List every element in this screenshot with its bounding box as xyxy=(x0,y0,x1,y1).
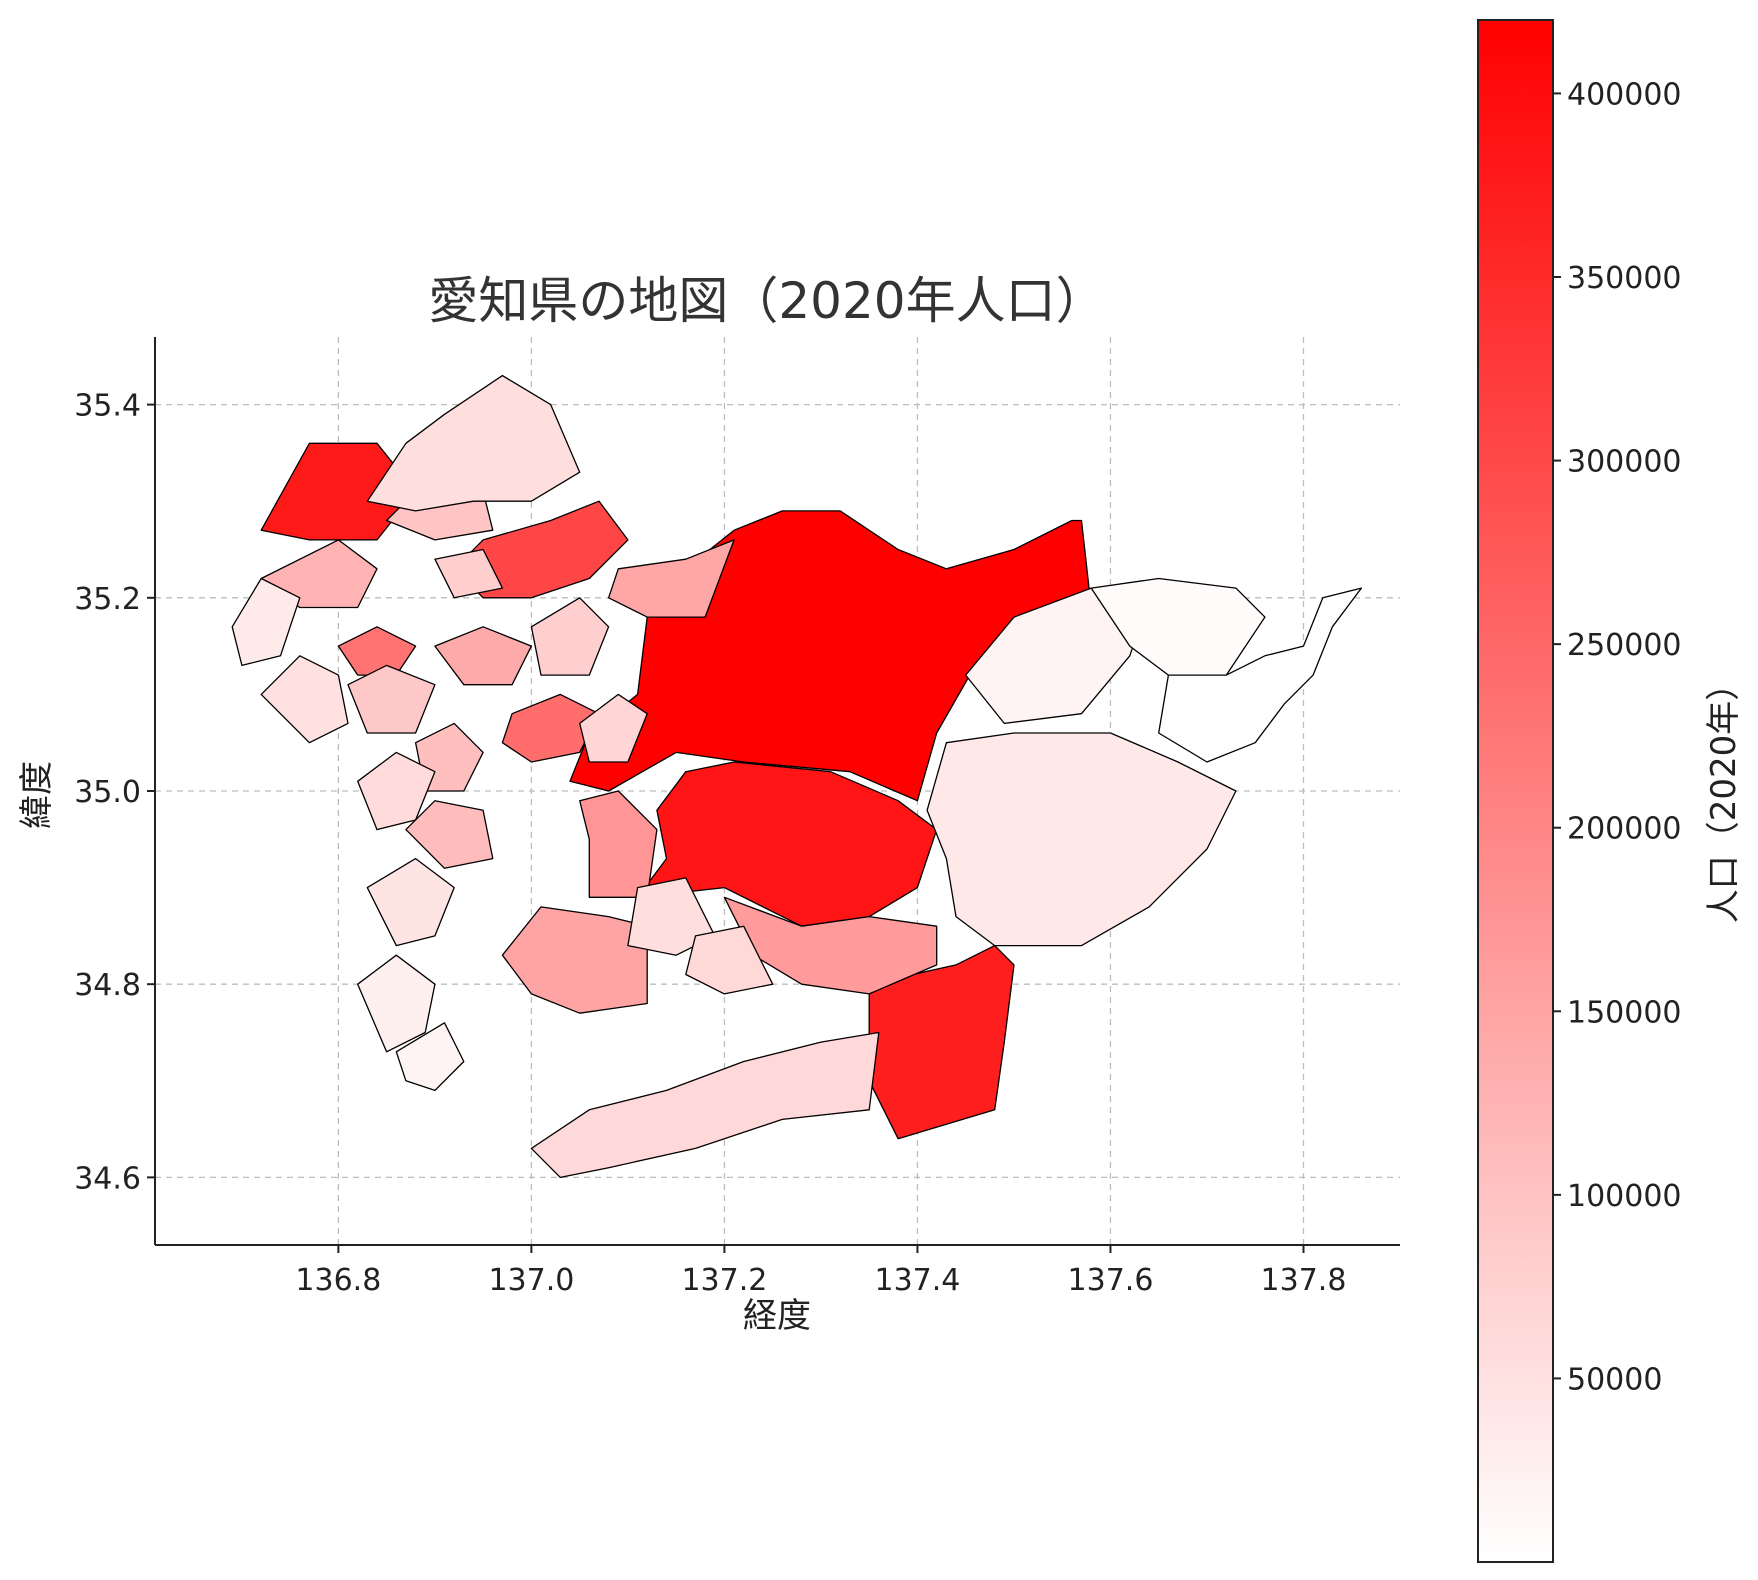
x-tick-label: 137.0 xyxy=(488,1263,574,1298)
y-tick-label: 34.6 xyxy=(74,1161,141,1196)
map-region xyxy=(1090,577,1266,676)
y-ticks: 34.6 34.8 35.0 35.2 35.4 xyxy=(74,389,155,1196)
map-region xyxy=(434,548,504,599)
y-tick-label: 35.4 xyxy=(74,389,141,424)
map-region xyxy=(685,925,774,995)
map-regions xyxy=(231,374,1363,1179)
y-tick-label: 34.8 xyxy=(74,968,141,1003)
map-region xyxy=(1158,587,1363,763)
map-region xyxy=(501,906,648,1014)
map-region xyxy=(347,664,436,734)
map-region xyxy=(530,1031,880,1179)
map-region xyxy=(501,693,600,763)
x-tick-label: 137.2 xyxy=(681,1263,767,1298)
colorbar-tick-label: 100000 xyxy=(1567,1179,1682,1214)
x-tick-label: 137.4 xyxy=(874,1263,960,1298)
map-region xyxy=(453,500,629,599)
map-region xyxy=(260,655,349,744)
map-region xyxy=(337,626,417,676)
map-region xyxy=(366,374,581,512)
map-region xyxy=(357,954,436,1053)
map-region xyxy=(723,896,938,995)
map-region xyxy=(405,800,494,869)
map-region xyxy=(530,597,610,676)
y-tick-label: 35.2 xyxy=(74,582,141,617)
colorbar-tick-label: 200000 xyxy=(1567,812,1682,847)
map-region xyxy=(366,857,455,947)
map-region xyxy=(395,1022,465,1092)
chart-title: 愛知県の地図（2020年人口） xyxy=(428,272,1105,330)
colorbar-tick-label: 300000 xyxy=(1567,445,1682,480)
map-region xyxy=(926,732,1237,947)
colorbar-tick-label: 400000 xyxy=(1567,77,1682,112)
x-axis-label: 経度 xyxy=(743,1296,811,1336)
colorbar-tick-label: 250000 xyxy=(1567,628,1682,663)
x-tick-label: 137.6 xyxy=(1068,1263,1154,1298)
colorbar-tick-label: 50000 xyxy=(1567,1362,1662,1397)
map-region xyxy=(579,693,648,763)
map-region xyxy=(434,626,533,686)
colorbar-tick-label: 150000 xyxy=(1567,995,1682,1030)
y-axis-label: 緯度 xyxy=(17,761,57,829)
x-tick-label: 136.8 xyxy=(295,1263,381,1298)
colorbar-label: 人口（2020年） xyxy=(1704,667,1744,924)
x-ticks: 136.8 137.0 137.2 137.4 137.6 137.8 xyxy=(295,1245,1346,1298)
colorbar-ticks: 50000 100000 150000 200000 250000 300000 35000… xyxy=(1553,77,1682,1397)
map-region xyxy=(607,539,735,618)
map-region xyxy=(357,751,436,831)
y-tick-label: 35.0 xyxy=(74,775,141,810)
colorbar-tick-label: 350000 xyxy=(1567,261,1682,296)
map-region xyxy=(579,790,658,898)
x-tick-label: 137.8 xyxy=(1261,1263,1347,1298)
map-region xyxy=(231,577,301,667)
colorbar xyxy=(1477,19,1554,1563)
